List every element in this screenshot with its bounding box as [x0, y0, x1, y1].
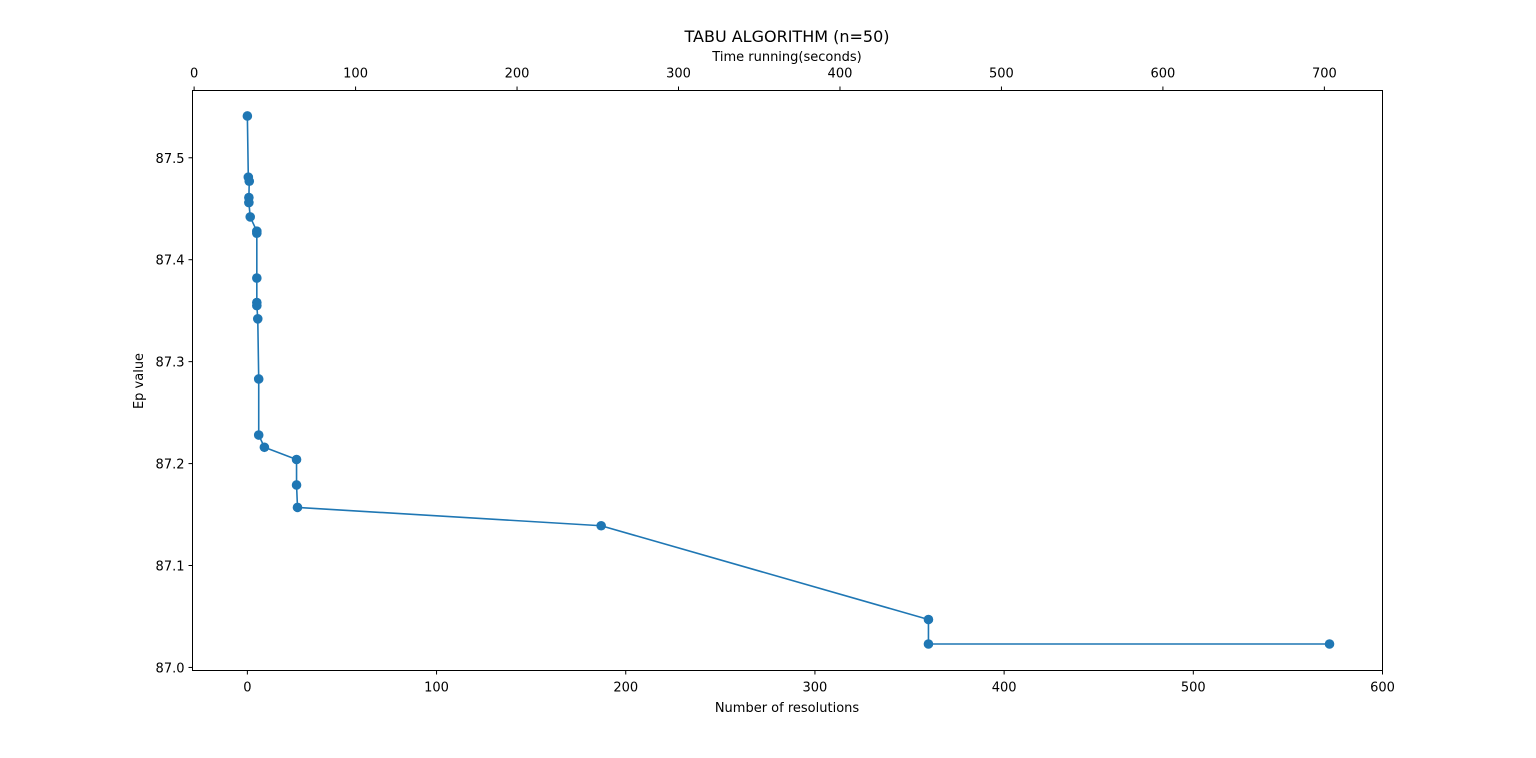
y-tick-label: 87.1 [156, 560, 185, 575]
top-x-tick-label: 0 [190, 67, 198, 82]
y-tick-label: 87.4 [156, 254, 185, 269]
top-x-axis-label: Time running(seconds) [711, 50, 861, 65]
top-x-tick-label: 700 [1312, 67, 1337, 82]
data-point [291, 480, 302, 490]
top-x-tick-label: 300 [666, 67, 691, 82]
y-axis-label: Ep value [132, 353, 147, 409]
data-point [923, 639, 934, 649]
x-tick-label: 300 [803, 681, 828, 696]
x-tick-label: 200 [613, 681, 638, 696]
data-point [596, 520, 606, 531]
data-point [242, 111, 253, 121]
y-tick-label: 87.5 [156, 152, 185, 167]
top-x-tick-label: 100 [343, 67, 368, 82]
chart-title: TABU ALGORITHM (n=50) [683, 27, 889, 46]
y-tick-label: 87.0 [156, 661, 185, 676]
data-point [252, 300, 262, 311]
data-point [252, 273, 262, 283]
data-point [292, 502, 303, 513]
top-x-tick-label: 600 [1150, 67, 1175, 82]
x-tick-label: 400 [992, 681, 1017, 696]
data-point [245, 212, 256, 222]
x-tick-label: 600 [1370, 681, 1395, 696]
top-x-tick-label: 200 [505, 67, 530, 82]
data-point [252, 314, 263, 324]
top-x-tick-label: 500 [989, 67, 1014, 82]
plot-area [242, 111, 1335, 649]
y-tick-label: 87.2 [156, 458, 185, 473]
x-tick-label: 100 [424, 681, 449, 696]
x-axis-label: Number of resolutions [715, 701, 860, 716]
data-point [253, 374, 264, 384]
data-point [259, 442, 270, 453]
axis-ticks: 0 100 200 300 400 500 600 0 100 200 300 400 500 600 70… [156, 67, 1395, 696]
data-point [244, 176, 255, 187]
data-point [252, 228, 262, 239]
y-tick-label: 87.3 [156, 356, 185, 371]
data-point [291, 454, 302, 465]
x-tick-label: 500 [1181, 681, 1206, 696]
data-point [253, 430, 264, 440]
data-point [1324, 639, 1335, 649]
x-tick-label: 0 [243, 681, 251, 696]
data-point [923, 614, 934, 625]
top-x-tick-label: 400 [828, 67, 853, 82]
data-point [244, 197, 254, 208]
plot-frame [192, 90, 1383, 671]
